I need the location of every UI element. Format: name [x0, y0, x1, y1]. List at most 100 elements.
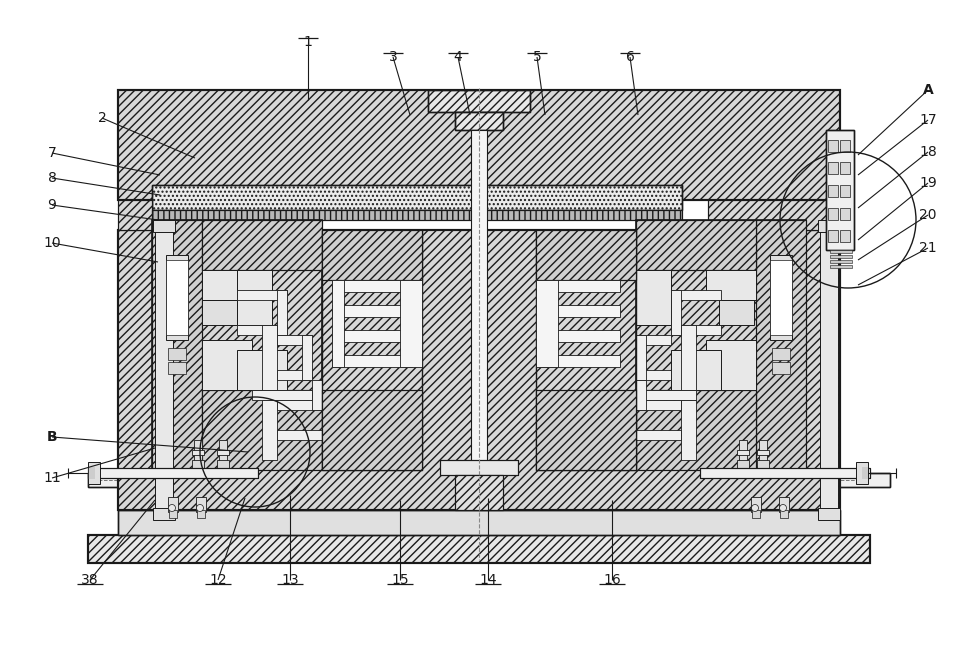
Bar	[118, 230, 840, 510]
Bar	[237, 270, 272, 325]
Bar	[636, 335, 671, 345]
Bar	[751, 497, 761, 512]
Bar	[772, 362, 790, 374]
Bar	[840, 208, 850, 220]
Text: 1: 1	[303, 35, 312, 49]
Bar	[217, 450, 229, 455]
Bar	[322, 230, 422, 280]
Bar	[217, 460, 229, 468]
Bar	[322, 390, 422, 470]
Bar	[202, 270, 252, 300]
Bar	[400, 280, 422, 367]
Bar	[636, 370, 671, 380]
Bar	[88, 535, 870, 563]
Bar	[455, 112, 503, 130]
Bar	[166, 260, 188, 335]
Bar	[332, 355, 412, 367]
Text: A: A	[922, 83, 933, 97]
Text: 20: 20	[920, 208, 937, 222]
Bar	[471, 130, 487, 475]
Bar	[219, 440, 227, 475]
Text: 13: 13	[281, 573, 298, 587]
Bar	[706, 340, 756, 390]
Bar	[440, 460, 518, 475]
Bar	[237, 350, 287, 390]
Text: 7: 7	[47, 146, 56, 160]
Bar	[770, 260, 792, 335]
Bar	[168, 497, 178, 512]
Bar	[118, 230, 840, 510]
Text: 8: 8	[47, 171, 56, 185]
Bar	[152, 220, 202, 470]
Bar	[428, 90, 530, 112]
Text: 12: 12	[209, 573, 227, 587]
Text: 19: 19	[920, 176, 937, 190]
Bar	[636, 380, 646, 410]
Bar	[455, 475, 503, 510]
Bar	[202, 220, 322, 270]
Bar	[636, 270, 671, 325]
Text: 10: 10	[44, 236, 61, 250]
Bar	[830, 255, 852, 258]
Circle shape	[752, 504, 759, 512]
Bar	[118, 90, 840, 200]
Bar	[818, 508, 840, 520]
Bar	[830, 250, 852, 253]
Bar	[237, 290, 287, 300]
Bar	[536, 390, 636, 470]
Bar	[828, 208, 838, 220]
Bar	[277, 290, 287, 335]
Bar	[636, 390, 756, 470]
Bar	[536, 230, 636, 280]
Text: 3: 3	[389, 50, 397, 64]
Bar	[840, 162, 850, 174]
Circle shape	[779, 504, 787, 512]
Bar	[540, 280, 552, 367]
Bar	[252, 390, 312, 400]
Bar	[856, 462, 868, 484]
Bar	[671, 350, 721, 390]
Bar	[830, 260, 852, 263]
Bar	[332, 330, 412, 342]
Bar	[197, 510, 205, 518]
Bar	[636, 430, 681, 440]
Bar	[780, 510, 788, 518]
Text: 38: 38	[81, 573, 99, 587]
Bar	[277, 370, 312, 380]
Bar	[153, 220, 175, 232]
Bar	[772, 348, 790, 360]
Bar	[302, 335, 312, 380]
Bar	[202, 390, 322, 470]
Text: 16: 16	[603, 573, 621, 587]
Bar	[636, 400, 681, 410]
Bar	[166, 255, 188, 340]
Bar	[737, 450, 749, 455]
Bar	[681, 325, 696, 390]
Bar	[636, 335, 646, 380]
Circle shape	[197, 504, 203, 512]
Bar	[540, 355, 620, 367]
Bar	[262, 325, 277, 390]
Bar	[818, 220, 840, 232]
Text: 2: 2	[98, 111, 107, 125]
Text: B: B	[47, 430, 57, 444]
Bar	[828, 185, 838, 197]
Bar	[536, 390, 636, 470]
Bar	[168, 362, 186, 374]
Text: 14: 14	[480, 573, 497, 587]
Bar	[277, 335, 312, 345]
Bar	[152, 185, 682, 210]
Bar	[88, 462, 100, 484]
Bar	[840, 185, 850, 197]
Bar	[152, 185, 682, 210]
Bar	[312, 380, 322, 410]
Bar	[752, 510, 760, 518]
Bar	[118, 200, 152, 230]
Text: 4: 4	[453, 50, 462, 64]
Bar	[118, 200, 152, 230]
Bar	[636, 220, 756, 270]
Bar	[536, 230, 636, 470]
Bar	[440, 460, 518, 475]
Bar	[536, 280, 558, 367]
Bar	[706, 270, 756, 300]
